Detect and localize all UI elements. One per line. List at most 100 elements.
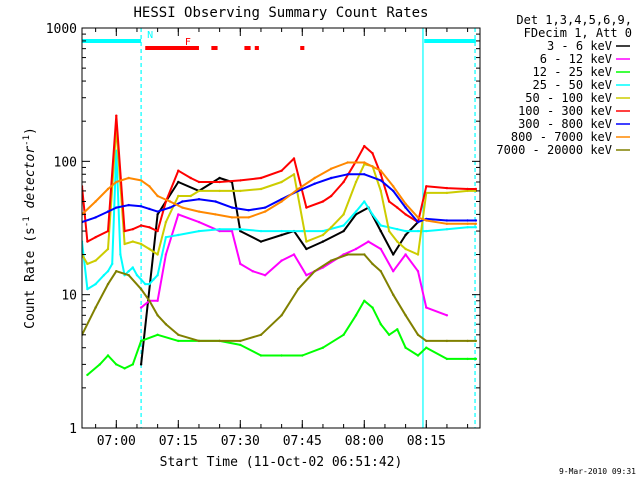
series-2-point-18 xyxy=(363,299,366,302)
series-3-point-30 xyxy=(379,224,382,227)
x-tick-label-2: 07:30 xyxy=(221,434,260,449)
series-8-point-14 xyxy=(280,314,283,317)
series-2-point-22 xyxy=(396,328,399,331)
series-1-point-20 xyxy=(404,253,407,256)
series-6-point-6 xyxy=(148,207,151,211)
y-axis-label: Count Rate (s-1 detector-1) xyxy=(22,127,38,329)
series-2-point-0 xyxy=(86,373,89,377)
series-8-point-16 xyxy=(313,270,316,273)
series-6-point-2 xyxy=(106,210,110,213)
series-0-point-17 xyxy=(404,233,407,237)
series-7-point-4 xyxy=(127,176,130,180)
series-3-point-18 xyxy=(177,233,180,237)
y-tick-label-0: 1 xyxy=(69,422,77,437)
series-7-point-5 xyxy=(139,179,143,182)
series-5-point-5 xyxy=(123,229,126,233)
series-4-point-20 xyxy=(321,233,325,237)
series-6-point-14 xyxy=(263,206,267,209)
series-2-point-8 xyxy=(177,339,180,343)
series-5-point-14 xyxy=(218,180,221,184)
series-7-point-10 xyxy=(197,210,201,213)
series-5-point-18 xyxy=(292,157,296,160)
legend-header-line1: Det 1,3,4,5,6,9, xyxy=(516,13,632,27)
x-tick-label-5: 08:15 xyxy=(407,434,446,449)
series-5-point-21 xyxy=(330,194,333,198)
series-7-point-3 xyxy=(115,180,118,184)
series-7-point-17 xyxy=(313,176,316,180)
series-5-point-12 xyxy=(189,176,192,180)
series-0-point-7 xyxy=(259,240,263,243)
series-0-point-11 xyxy=(321,240,325,243)
series-8-point-1 xyxy=(94,306,97,309)
series-8-point-9 xyxy=(177,333,180,336)
legend-label-4: 50 - 100 keV xyxy=(525,91,612,105)
legend-label-8: 7000 - 20000 keV xyxy=(496,143,612,157)
series-2-point-20 xyxy=(379,323,382,326)
series-3-point-19 xyxy=(197,229,201,233)
series-0-point-16 xyxy=(392,253,395,256)
series-8-point-17 xyxy=(330,259,333,262)
series-3-point-11 xyxy=(135,274,139,277)
series-3-point-15 xyxy=(152,278,155,281)
series-1-point-0 xyxy=(139,306,143,309)
series-1-point-9 xyxy=(251,270,254,273)
series-4-point-2 xyxy=(94,259,97,262)
series-8-point-18 xyxy=(346,253,349,256)
series-2-point-11 xyxy=(239,343,242,347)
series-3-point-23 xyxy=(280,229,283,233)
y-axis-label-part2: detector xyxy=(23,146,38,217)
series-6-point-11 xyxy=(214,200,217,203)
series-8-point-15 xyxy=(297,287,300,291)
legend-label-6: 300 - 800 keV xyxy=(518,117,612,131)
series-8-point-28 xyxy=(474,339,478,343)
series-5-point-1 xyxy=(86,240,89,243)
y-axis-label-sup2: -1 xyxy=(22,135,32,146)
series-3-point-17 xyxy=(164,236,168,239)
series-7-point-11 xyxy=(214,213,217,216)
series-8-point-3 xyxy=(115,270,118,273)
series-3-point-5 xyxy=(111,262,114,266)
y-tick-label-1: 10 xyxy=(61,289,77,304)
series-4-point-29 xyxy=(404,247,407,251)
y-axis-label-sup1: -1 xyxy=(22,216,32,227)
series-5-point-11 xyxy=(177,169,180,172)
series-7-point-22 xyxy=(392,185,395,188)
series-3-point-10 xyxy=(131,266,134,269)
series-3-point-29 xyxy=(371,213,374,216)
series-6-point-19 xyxy=(346,173,349,176)
series-3-point-3 xyxy=(102,274,106,277)
legend-label-1: 6 - 12 keV xyxy=(540,52,612,66)
series-3-point-16 xyxy=(156,274,159,277)
series-8-point-21 xyxy=(379,270,382,273)
series-2-point-2 xyxy=(106,354,110,357)
series-3-point-20 xyxy=(218,228,221,231)
series-3-point-4 xyxy=(106,270,110,273)
legend-label-2: 12 - 25 keV xyxy=(533,65,612,79)
series-line-3 xyxy=(82,149,476,291)
series-5-point-31 xyxy=(425,185,428,188)
series-7-point-16 xyxy=(297,187,300,191)
series-line-1 xyxy=(140,213,448,317)
series-5-point-29 xyxy=(404,213,407,216)
series-3-point-24 xyxy=(301,229,304,233)
series-4-point-34 xyxy=(474,189,478,193)
series-4-point-22 xyxy=(342,213,345,216)
series-4-point-27 xyxy=(387,229,391,233)
series-5-point-22 xyxy=(342,180,345,184)
series-5-point-32 xyxy=(445,186,449,190)
series-2-point-28 xyxy=(474,357,478,361)
series-1-point-7 xyxy=(230,229,234,233)
series-1-point-5 xyxy=(197,220,201,224)
series-6-point-22 xyxy=(392,189,395,193)
series-6-point-23 xyxy=(404,206,407,209)
series-4-point-33 xyxy=(466,189,469,193)
x-tick-label-1: 07:15 xyxy=(159,434,198,449)
series-5-point-2 xyxy=(94,236,97,239)
series-0-point-10 xyxy=(305,247,308,251)
series-1-point-13 xyxy=(305,274,308,277)
series-8-point-8 xyxy=(164,323,168,326)
series-6-point-28 xyxy=(474,219,478,222)
series-3-point-9 xyxy=(127,270,130,273)
series-8-point-20 xyxy=(371,262,374,266)
series-3-point-22 xyxy=(259,229,263,233)
